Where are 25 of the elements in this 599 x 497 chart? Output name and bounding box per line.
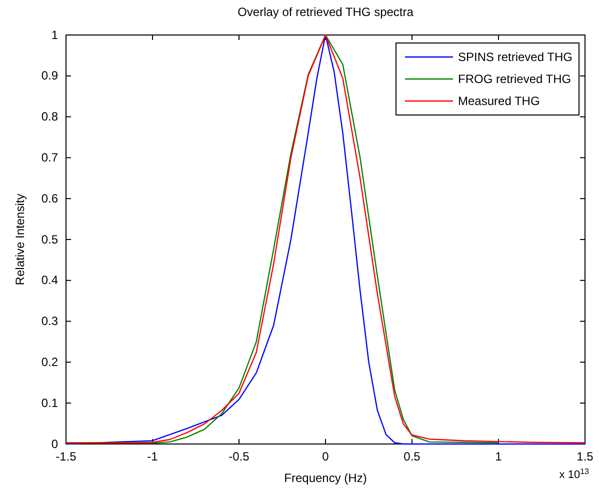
text: x 10$^{13}$ <box>559 466 590 481</box>
chart-title: Overlay of retrieved THG spectra <box>238 5 414 19</box>
x-tick-label: 1.5 <box>576 450 594 464</box>
y-tick-label: 0.9 <box>41 68 58 83</box>
x-tick-label: -1.5 <box>56 450 77 464</box>
legend-label: SPINS retrieved THG <box>458 50 572 64</box>
y-tick-label: 0.2 <box>41 355 58 370</box>
y-tick-label: 0.3 <box>41 314 58 328</box>
y-tick-label: 0 <box>51 436 58 451</box>
y-tick-label: 0.8 <box>41 110 58 124</box>
x-tick-label: 0 <box>322 450 330 464</box>
y-tick-label: 1 <box>51 28 58 42</box>
x-tick-label: -0.5 <box>228 450 250 464</box>
y-tick-label: 0.7 <box>41 150 58 165</box>
y-tick-label: 0.4 <box>41 273 58 288</box>
y-tick-label: 0.5 <box>41 232 58 246</box>
x-tick-label: 1 <box>495 450 502 464</box>
legend-label: Measured THG <box>458 94 540 108</box>
legend-label: FROG retrieved THG <box>458 72 572 86</box>
y-tick-label: 0.6 <box>41 191 58 206</box>
x-tick-label: -1 <box>147 450 158 464</box>
y-axis-title: Relative Intensity <box>13 194 27 286</box>
x-axis-title: Frequency (Hz) <box>284 471 367 485</box>
x-tick-label: 0.5 <box>404 450 421 464</box>
y-tick-label: 0.1 <box>41 396 58 410</box>
